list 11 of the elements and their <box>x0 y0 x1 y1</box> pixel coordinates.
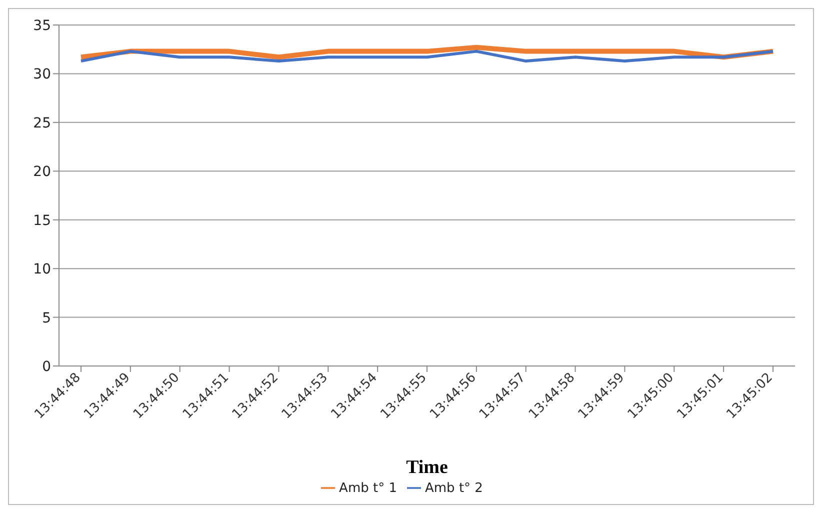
y-tick-label: 30 <box>33 66 51 83</box>
y-tick-label: 0 <box>42 358 51 375</box>
legend-label: Amb t° 2 <box>425 481 483 496</box>
x-axis-title: Time <box>406 457 448 478</box>
y-tick-label: 5 <box>42 310 51 326</box>
y-tick-label: 20 <box>33 164 51 180</box>
y-tick-label: 15 <box>33 212 51 229</box>
y-tick-label: 10 <box>33 262 51 278</box>
y-tick-label: 25 <box>33 115 51 132</box>
legend-label: Amb t° 1 <box>339 481 397 496</box>
y-tick-label: 35 <box>33 18 51 34</box>
